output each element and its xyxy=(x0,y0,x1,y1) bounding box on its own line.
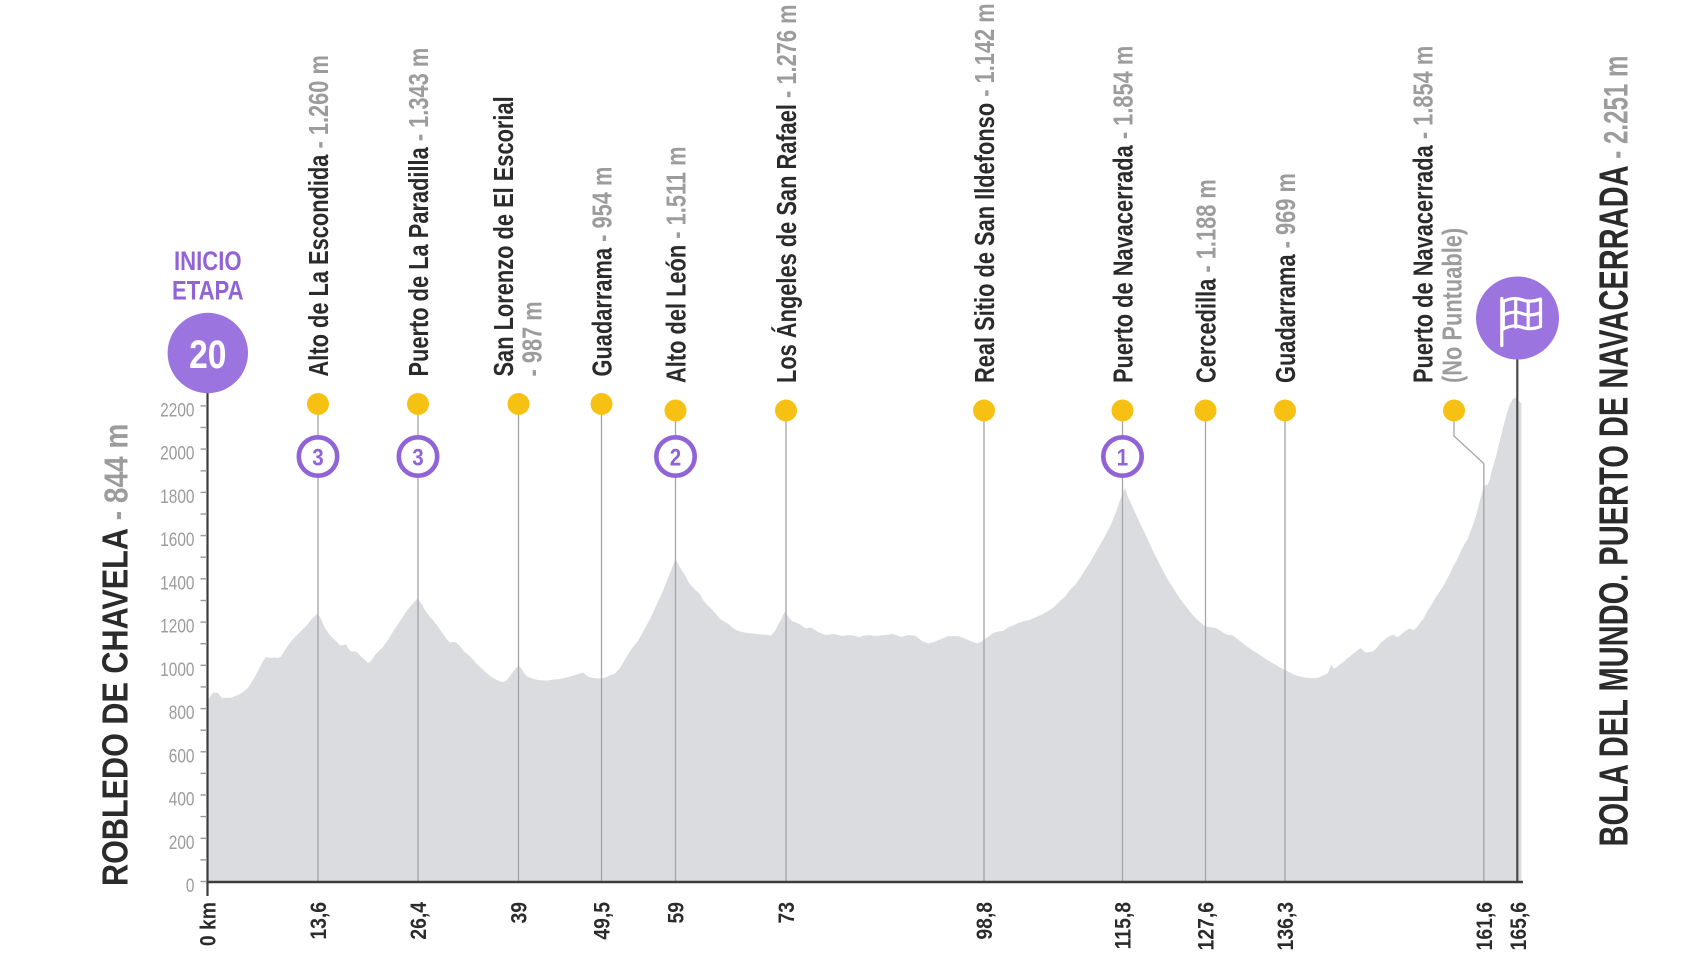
svg-text:1000: 1000 xyxy=(160,658,195,680)
svg-text:3: 3 xyxy=(312,444,323,471)
svg-text:73: 73 xyxy=(775,902,799,924)
svg-text:1800: 1800 xyxy=(160,485,195,507)
svg-text:98,8: 98,8 xyxy=(973,902,997,940)
svg-text:161,6: 161,6 xyxy=(1473,902,1497,950)
svg-text:Alto de La Escondida - 1.260 m: Alto de La Escondida - 1.260 m xyxy=(303,55,334,376)
svg-text:Guadarrama - 969 m: Guadarrama - 969 m xyxy=(1270,173,1301,383)
svg-text:26,4: 26,4 xyxy=(407,902,431,940)
svg-text:2000: 2000 xyxy=(160,442,195,464)
svg-text:600: 600 xyxy=(169,745,195,767)
svg-text:Puerto de Navacerrada - 1.854: Puerto de Navacerrada - 1.854 m xyxy=(1108,46,1139,383)
svg-text:0 km: 0 km xyxy=(196,902,220,946)
svg-text:1400: 1400 xyxy=(160,572,195,594)
svg-text:ROBLEDO DE CHAVELA - 844 m: ROBLEDO DE CHAVELA - 844 m xyxy=(96,424,136,886)
svg-text:Real Sitio de San Ildefonso -: Real Sitio de San Ildefonso - 1.142 m xyxy=(969,3,1000,383)
svg-text:200: 200 xyxy=(169,831,195,853)
svg-text:1200: 1200 xyxy=(160,615,195,637)
svg-text:165,6: 165,6 xyxy=(1507,902,1531,950)
svg-text:1600: 1600 xyxy=(160,528,195,550)
svg-text:Guadarrama - 954 m: Guadarrama - 954 m xyxy=(587,167,618,377)
svg-text:ETAPA: ETAPA xyxy=(172,277,244,307)
svg-text:INICIO: INICIO xyxy=(174,247,242,277)
svg-text:Cercedilla - 1.188 m: Cercedilla - 1.188 m xyxy=(1191,179,1222,383)
svg-text:800: 800 xyxy=(169,701,195,723)
svg-text:Puerto de Navacerrada - 1.854: Puerto de Navacerrada - 1.854 m xyxy=(1408,46,1439,383)
svg-text:BOLA DEL MUNDO. PUERTO DE NAVA: BOLA DEL MUNDO. PUERTO DE NAVACERRADA - … xyxy=(1591,56,1637,847)
svg-text:13,6: 13,6 xyxy=(307,902,331,940)
svg-text:39: 39 xyxy=(507,902,531,924)
svg-text:2: 2 xyxy=(670,444,681,471)
svg-text:59: 59 xyxy=(664,902,688,924)
svg-text:2200: 2200 xyxy=(160,399,195,421)
svg-text:49,5: 49,5 xyxy=(590,902,614,940)
svg-text:3: 3 xyxy=(412,444,423,471)
svg-text:San Lorenzo de El Escorial: San Lorenzo de El Escorial xyxy=(488,96,519,376)
svg-text:400: 400 xyxy=(169,788,195,810)
svg-text:(No Puntuable): (No Puntuable) xyxy=(1437,228,1468,383)
svg-text:Los Ángeles de San Rafael - 1.: Los Ángeles de San Rafael - 1.276 m xyxy=(770,5,802,383)
svg-text:1: 1 xyxy=(1117,444,1128,471)
svg-text:- 987 m: - 987 m xyxy=(517,301,548,376)
svg-text:0: 0 xyxy=(186,874,195,896)
svg-text:115,8: 115,8 xyxy=(1111,902,1135,949)
svg-text:Puerto de La Paradilla - 1.343: Puerto de La Paradilla - 1.343 m xyxy=(403,48,434,377)
svg-text:20: 20 xyxy=(189,332,226,376)
svg-text:127,6: 127,6 xyxy=(1194,902,1218,950)
svg-text:136,3: 136,3 xyxy=(1274,902,1298,950)
svg-text:Alto del León - 1.511 m: Alto del León - 1.511 m xyxy=(661,146,692,383)
